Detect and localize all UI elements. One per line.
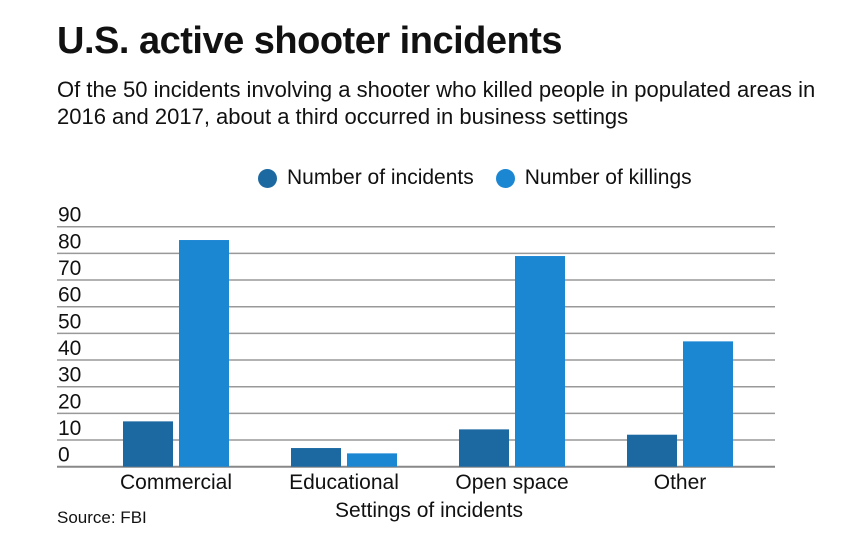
y-tick-label: 80 — [58, 230, 81, 253]
legend-label-incidents: Number of incidents — [287, 166, 474, 189]
x-axis-label: Settings of incidents — [335, 499, 523, 522]
x-tick-label: Open space — [455, 471, 568, 494]
x-tick-label: Other — [654, 471, 707, 494]
legend-swatch-incidents — [258, 168, 277, 188]
bar-killings — [347, 453, 397, 467]
x-tick-label: Educational — [289, 471, 399, 494]
y-tick-label: 60 — [58, 284, 81, 307]
bar-killings — [179, 240, 229, 467]
x-tick-label: Commercial — [120, 471, 232, 494]
bar-killings — [683, 341, 733, 467]
bar-incidents — [627, 434, 677, 467]
y-tick-label: 40 — [58, 337, 81, 360]
chart-subtitle: Of the 50 incidents involving a shooter … — [57, 77, 816, 129]
y-tick-label: 90 — [58, 204, 81, 227]
y-tick-label: 50 — [58, 310, 81, 333]
legend-item-incidents: Number of incidents — [258, 166, 474, 190]
y-tick-label: 30 — [58, 364, 81, 387]
y-tick-label: 20 — [58, 390, 81, 413]
legend-item-killings: Number of killings — [495, 166, 692, 190]
bar-incidents — [123, 421, 173, 467]
y-tick-label: 70 — [58, 257, 81, 280]
legend: Number of incidents Number of killings — [258, 166, 692, 190]
bar-killings — [515, 256, 565, 467]
bar-incidents — [459, 429, 509, 467]
bar-incidents — [291, 448, 341, 467]
legend-label-killings: Number of killings — [524, 166, 692, 189]
y-tick-label: 10 — [58, 417, 81, 440]
source-note: Source: FBI — [57, 508, 147, 527]
y-tick-label: 0 — [58, 444, 70, 467]
chart-title: U.S. active shooter incidents — [57, 20, 562, 62]
legend-swatch-killings — [495, 168, 515, 188]
